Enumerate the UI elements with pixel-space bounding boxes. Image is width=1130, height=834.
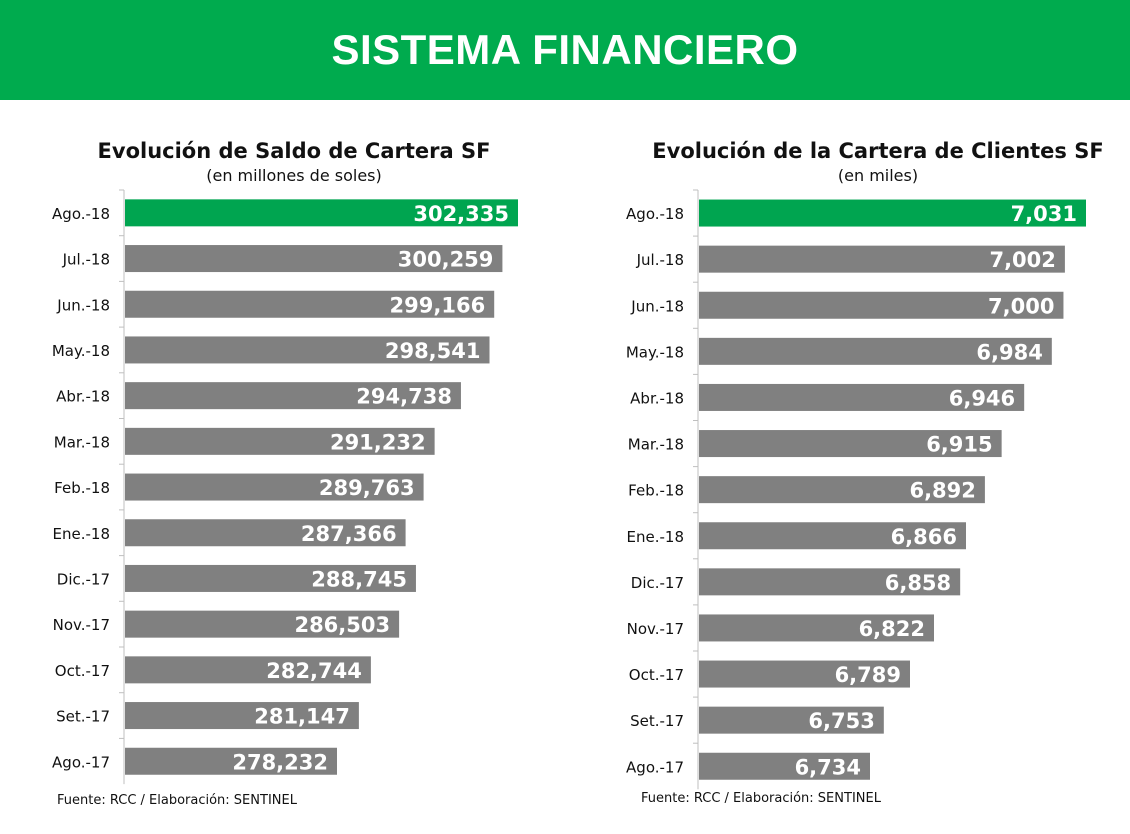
data-label: 6,753 bbox=[808, 709, 874, 733]
chart-source: Fuente: RCC / Elaboración: SENTINEL bbox=[57, 793, 297, 808]
chart-subtitle: (en miles) bbox=[837, 166, 919, 185]
category-label: Abr.-18 bbox=[630, 389, 684, 407]
page-title: SISTEMA FINANCIERO bbox=[331, 26, 799, 73]
bar bbox=[699, 660, 910, 688]
bar bbox=[699, 476, 985, 504]
cartera-clientes-chart: Ago.-18 7,031 Jul.-18 7,002 Jun.-18 7,000 May.… bbox=[626, 189, 1086, 790]
bar bbox=[125, 336, 490, 364]
category-label: Abr.-18 bbox=[56, 388, 110, 406]
category-label: Jul.-18 bbox=[636, 251, 684, 269]
bar bbox=[699, 568, 961, 596]
bar bbox=[699, 291, 1064, 319]
data-label: 6,915 bbox=[926, 433, 992, 457]
data-label: 302,335 bbox=[413, 202, 509, 226]
data-label: 6,946 bbox=[949, 386, 1015, 410]
data-label: 291,232 bbox=[330, 430, 426, 454]
data-label: 278,232 bbox=[232, 750, 328, 774]
bar bbox=[125, 519, 406, 547]
data-label: 294,738 bbox=[356, 385, 452, 409]
category-label: Oct.-17 bbox=[55, 662, 110, 680]
bar bbox=[699, 199, 1086, 227]
category-label: Oct.-17 bbox=[629, 666, 684, 684]
bar bbox=[125, 564, 416, 592]
bar bbox=[125, 473, 424, 501]
data-label: 6,789 bbox=[835, 663, 901, 687]
data-label: 6,866 bbox=[891, 525, 957, 549]
category-label: Feb.-18 bbox=[54, 479, 110, 497]
category-label: Ago.-18 bbox=[626, 205, 684, 223]
data-label: 6,822 bbox=[859, 617, 925, 641]
category-label: Nov.-17 bbox=[627, 620, 684, 638]
category-label: Ene.-18 bbox=[53, 525, 110, 543]
bar bbox=[125, 702, 359, 730]
bar bbox=[125, 427, 435, 455]
chart-source: Fuente: RCC / Elaboración: SENTINEL bbox=[641, 791, 881, 806]
category-label: Set.-17 bbox=[630, 712, 684, 730]
data-label: 288,745 bbox=[311, 567, 407, 591]
bar bbox=[699, 383, 1025, 411]
data-label: 281,147 bbox=[254, 705, 350, 729]
chart-title: Evolución de la Cartera de Clientes SF bbox=[652, 139, 1104, 163]
chart-title: Evolución de Saldo de Cartera SF bbox=[97, 139, 491, 163]
bar bbox=[699, 337, 1052, 365]
category-label: Jun.-18 bbox=[56, 296, 110, 314]
category-label: Dic.-17 bbox=[631, 574, 684, 592]
category-label: Ago.-17 bbox=[626, 758, 684, 776]
category-label: Dic.-17 bbox=[57, 570, 110, 588]
category-label: Nov.-17 bbox=[53, 616, 110, 634]
data-label: 7,031 bbox=[1011, 202, 1077, 226]
bar bbox=[125, 747, 337, 775]
data-label: 287,366 bbox=[301, 522, 397, 546]
data-label: 6,892 bbox=[909, 479, 975, 503]
data-label: 6,984 bbox=[976, 340, 1042, 364]
header-banner: SISTEMA FINANCIERO bbox=[0, 0, 1130, 100]
data-label: 286,503 bbox=[294, 613, 390, 637]
category-label: May.-18 bbox=[626, 343, 684, 361]
category-label: Mar.-18 bbox=[54, 433, 110, 451]
bar bbox=[125, 610, 400, 638]
bar bbox=[125, 382, 461, 410]
data-label: 7,002 bbox=[989, 248, 1055, 272]
data-label: 300,259 bbox=[398, 248, 494, 272]
bar bbox=[699, 245, 1065, 273]
saldo-cartera-panel: Evolución de Saldo de Cartera SF (en mil… bbox=[0, 130, 565, 830]
category-label: Feb.-18 bbox=[628, 482, 684, 500]
data-label: 298,541 bbox=[385, 339, 481, 363]
category-label: Ene.-18 bbox=[627, 528, 684, 546]
category-label: Ago.-17 bbox=[52, 753, 110, 771]
data-label: 7,000 bbox=[988, 294, 1054, 318]
bar bbox=[699, 706, 884, 734]
category-label: May.-18 bbox=[52, 342, 110, 360]
category-label: Jul.-18 bbox=[62, 251, 110, 269]
data-label: 6,734 bbox=[795, 755, 861, 779]
category-label: Jun.-18 bbox=[630, 297, 684, 315]
saldo-cartera-chart: Ago.-18 302,335 Jul.-18 300,259 Jun.-18 299,1… bbox=[52, 189, 518, 785]
bar bbox=[125, 199, 518, 227]
bar bbox=[125, 245, 503, 273]
category-label: Ago.-18 bbox=[52, 205, 110, 223]
cartera-clientes-panel: Evolución de la Cartera de Clientes SF (… bbox=[565, 130, 1130, 830]
bar bbox=[699, 430, 1002, 458]
bar bbox=[699, 522, 966, 550]
bar bbox=[125, 656, 371, 684]
chart-subtitle: (en millones de soles) bbox=[206, 166, 382, 185]
category-label: Set.-17 bbox=[56, 708, 110, 726]
data-label: 282,744 bbox=[266, 659, 362, 683]
bar bbox=[699, 614, 934, 642]
bar bbox=[125, 290, 495, 318]
data-label: 299,166 bbox=[390, 293, 486, 317]
bar bbox=[699, 752, 870, 780]
data-label: 289,763 bbox=[319, 476, 415, 500]
data-label: 6,858 bbox=[885, 571, 951, 595]
category-label: Mar.-18 bbox=[628, 436, 684, 454]
